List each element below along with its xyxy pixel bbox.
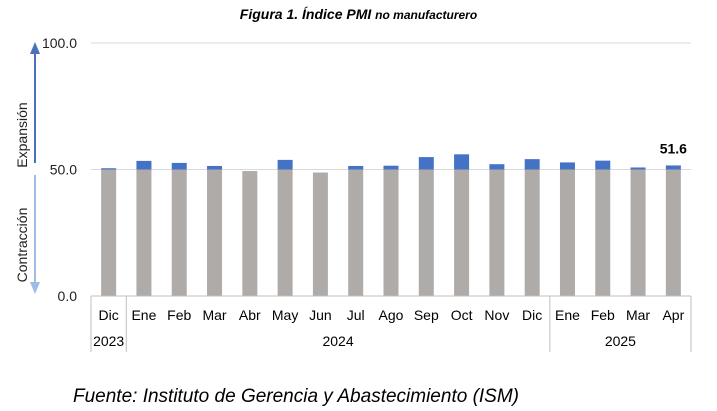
- source-note: Fuente: Instituto de Gerencia y Abasteci…: [73, 386, 519, 407]
- y-tick-label: 50.0: [50, 162, 77, 178]
- x-tick-label: Oct: [451, 307, 473, 323]
- bar-base: [454, 169, 470, 296]
- bar-above-50: [559, 162, 575, 170]
- x-tick-label: May: [272, 307, 298, 323]
- bar-base: [277, 169, 293, 296]
- expansion-label: Expansión: [14, 102, 30, 168]
- x-tick-label: Sep: [414, 307, 439, 323]
- x-tick-label: Dic: [99, 307, 119, 323]
- x-tick-label: Abr: [239, 307, 261, 323]
- x-tick-label: Ene: [131, 307, 156, 323]
- y-tick-label: 0.0: [58, 288, 78, 304]
- contraction-arrow-head: [30, 282, 40, 294]
- bar-base: [418, 169, 434, 296]
- bar-base: [524, 169, 540, 296]
- y-tick-label: 100.0: [42, 35, 77, 51]
- year-label: 2024: [322, 333, 353, 349]
- bar-above-50: [207, 165, 223, 170]
- data-label: 51.6: [660, 140, 687, 156]
- bar-base: [630, 169, 646, 296]
- bar-above-50: [383, 165, 399, 170]
- title-main: Índice PMI: [302, 6, 372, 22]
- bar-base: [207, 169, 223, 296]
- bar-above-50: [630, 167, 646, 170]
- x-tick-label: Apr: [662, 307, 684, 323]
- year-label: 2025: [605, 333, 636, 349]
- bar-base: [242, 171, 258, 296]
- x-tick-label: Feb: [591, 307, 615, 323]
- x-tick-label: Mar: [202, 307, 226, 323]
- x-tick-label: Feb: [167, 307, 191, 323]
- bar-above-50: [101, 168, 117, 170]
- bar-base: [559, 169, 575, 296]
- bar-base: [489, 169, 505, 296]
- bar-above-50: [454, 154, 470, 170]
- bar-above-50: [136, 160, 152, 170]
- year-label: 2023: [93, 333, 124, 349]
- bar-above-50: [665, 165, 681, 170]
- bar-base: [136, 169, 152, 296]
- title-prefix: Figura 1.: [239, 6, 299, 22]
- bar-base: [665, 169, 681, 296]
- bar-base: [383, 169, 399, 296]
- x-tick-label: Mar: [626, 307, 650, 323]
- bar-base: [312, 172, 328, 296]
- bar-base: [101, 169, 117, 296]
- bar-base: [595, 169, 611, 296]
- x-tick-label: Ago: [379, 307, 404, 323]
- bar-above-50: [348, 165, 364, 170]
- expansion-arrow-head: [30, 42, 40, 54]
- bar-above-50: [489, 164, 505, 170]
- x-tick-label: Dic: [522, 307, 542, 323]
- bar-base: [171, 169, 187, 296]
- bar-above-50: [171, 162, 187, 170]
- x-tick-label: Jul: [347, 307, 365, 323]
- bar-above-50: [524, 159, 540, 170]
- bar-above-50: [277, 159, 293, 170]
- contraction-label: Contracción: [14, 207, 30, 283]
- bar-above-50: [595, 160, 611, 170]
- x-tick-label: Nov: [484, 307, 509, 323]
- bar-base: [348, 169, 364, 296]
- title-suffix: no manufacturero: [375, 8, 478, 22]
- x-tick-label: Jun: [309, 307, 332, 323]
- chart-title: Figura 1. Índice PMI no manufacturero: [0, 6, 717, 22]
- bar-above-50: [418, 157, 434, 170]
- x-tick-label: Ene: [555, 307, 580, 323]
